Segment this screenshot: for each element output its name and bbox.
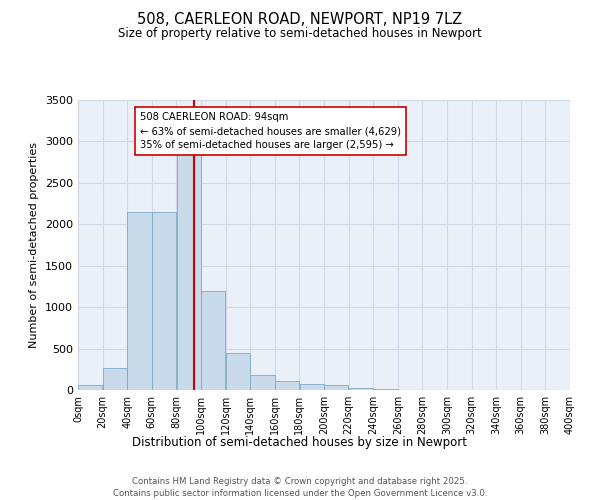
- Bar: [78, 386, 103, 390]
- Bar: [201, 290, 226, 390]
- Text: Contains HM Land Registry data © Crown copyright and database right 2025.
Contai: Contains HM Land Registry data © Crown c…: [113, 476, 487, 498]
- Bar: [127, 212, 152, 390]
- Text: Distribution of semi-detached houses by size in Newport: Distribution of semi-detached houses by …: [133, 436, 467, 449]
- Bar: [103, 368, 127, 390]
- Bar: [250, 374, 275, 390]
- Bar: [176, 142, 201, 390]
- Bar: [373, 389, 398, 390]
- Text: Size of property relative to semi-detached houses in Newport: Size of property relative to semi-detach…: [118, 28, 482, 40]
- Bar: [275, 381, 299, 390]
- Text: 508 CAERLEON ROAD: 94sqm
← 63% of semi-detached houses are smaller (4,629)
35% o: 508 CAERLEON ROAD: 94sqm ← 63% of semi-d…: [139, 112, 401, 150]
- Y-axis label: Number of semi-detached properties: Number of semi-detached properties: [29, 142, 40, 348]
- Bar: [349, 388, 373, 390]
- Bar: [226, 352, 250, 390]
- Bar: [152, 212, 176, 390]
- Text: 508, CAERLEON ROAD, NEWPORT, NP19 7LZ: 508, CAERLEON ROAD, NEWPORT, NP19 7LZ: [137, 12, 463, 28]
- Bar: [324, 386, 349, 390]
- Bar: [299, 384, 324, 390]
